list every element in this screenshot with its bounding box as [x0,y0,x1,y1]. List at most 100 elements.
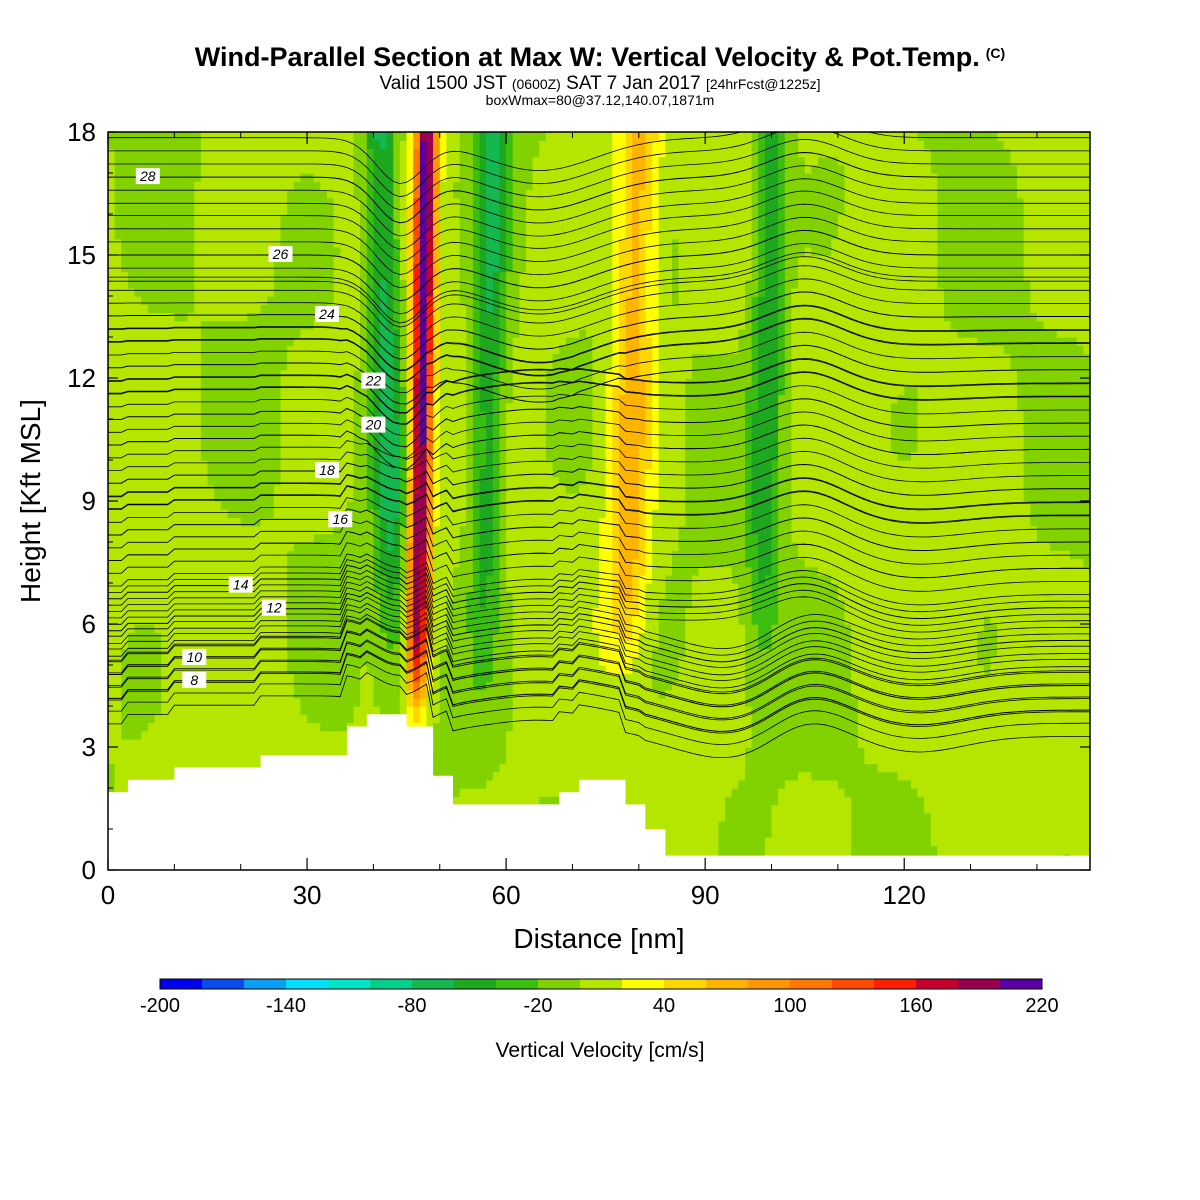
field-cell [287,706,295,715]
field-cell [181,460,189,469]
field-cell [200,214,209,223]
field-cell [446,591,454,601]
field-cell [393,656,401,666]
field-cell [247,566,255,576]
field-cell [167,476,175,486]
field-cell [214,402,222,412]
field-cell [366,402,375,412]
field-cell [327,156,335,166]
field-cell [393,214,401,223]
field-cell [293,722,302,732]
field-cell [260,615,268,625]
field-cell [380,509,388,519]
field-cell [240,476,248,486]
field-cell [453,550,461,560]
field-cell [200,550,209,560]
field-cell [114,460,122,469]
field-cell [307,747,315,756]
field-cell [240,386,248,396]
field-cell [108,287,116,297]
field-cell [346,673,355,683]
field-cell [127,271,136,281]
field-cell [121,632,129,642]
field-cell [147,279,156,289]
field-cell [453,697,461,707]
field-cell [307,525,315,535]
field-cell [373,230,381,240]
field-cell [340,689,348,699]
field-cell [267,402,275,412]
field-cell [254,394,262,404]
field-cell [360,525,368,535]
field-cell [300,189,308,199]
field-cell [446,550,454,560]
field-cell [380,304,388,314]
field-cell [327,689,335,699]
field-cell [346,484,355,494]
field-cell [234,394,242,404]
field-cell [353,312,361,322]
field-cell [419,410,428,420]
field-cell [267,468,275,478]
field-cell [214,656,222,666]
field-cell [366,394,375,404]
field-cell [154,476,162,486]
field-cell [240,747,248,756]
field-cell [181,632,189,642]
field-cell [333,492,341,502]
field-cell [453,607,461,617]
field-cell [439,312,448,322]
field-cell [466,517,474,527]
field-cell [346,320,355,330]
field-cell [141,369,149,379]
field-cell [327,607,335,617]
field-cell [167,771,175,781]
field-cell [399,550,408,560]
field-cell [194,747,202,756]
field-cell [214,361,222,371]
field-cell [147,730,156,740]
field-cell [220,738,229,748]
field-cell [446,615,454,625]
field-cell [307,353,315,363]
field-cell [300,328,308,338]
field-cell [161,468,169,478]
field-cell [320,148,328,158]
field-cell [293,427,302,437]
field-cell [293,689,302,699]
field-cell [433,197,441,207]
field-cell [346,181,355,191]
field-cell [439,164,448,174]
field-cell [194,689,202,699]
field-cell [307,566,315,576]
field-cell [114,599,122,609]
field-cell [439,509,448,519]
field-cell [273,238,282,248]
field-cell [459,738,467,748]
field-cell [174,353,182,363]
field-cell [200,714,209,724]
field-cell [320,369,328,379]
field-cell [194,615,202,625]
field-cell [333,140,341,150]
field-cell [154,509,162,519]
field-cell [287,369,295,379]
field-cell [161,271,169,281]
field-cell [181,640,189,650]
field-cell [280,697,288,707]
field-cell [254,345,262,355]
field-cell [127,755,136,765]
field-cell [161,542,169,551]
field-cell [287,550,295,560]
field-cell [313,599,321,609]
field-cell [181,435,189,445]
field-cell [459,665,467,674]
field-cell [227,156,235,166]
field-cell [154,156,162,166]
field-cell [333,255,341,264]
field-cell [313,591,321,601]
field-cell [174,542,182,551]
field-cell [320,689,328,699]
field-cell [134,451,142,461]
field-cell [333,246,341,256]
